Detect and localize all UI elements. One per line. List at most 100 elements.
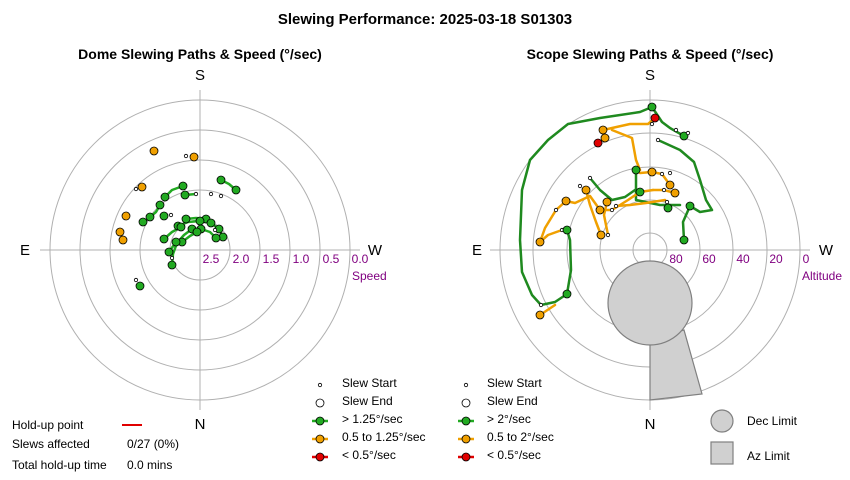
legend-slew-end-marker [461,398,471,408]
scope-point [577,183,583,189]
scope-point [553,207,559,213]
legend-slew-end-marker [315,398,325,408]
dec-limit-legend-label: Dec Limit [747,414,798,428]
dome-point [180,190,190,200]
scope-path [601,116,657,132]
limit-legend: Dec Limit Az Limit [710,409,798,465]
dome-point [138,217,148,227]
scope-panel: Scope Slewing Paths & Speed (°/sec) S N … [472,46,842,433]
scope-legend: Slew Start Slew End > 2°/sec 0.5 to 2°/s… [458,376,554,462]
scope-point [650,113,660,123]
dome-point [208,191,214,197]
holdup-point-label: Hold-up point [12,418,84,432]
scope-point [631,165,641,175]
dome-point [115,227,125,237]
scope-point [647,167,657,177]
scope-compass-e: E [472,242,482,259]
scope-path [584,188,603,237]
figure-title: Slewing Performance: 2025-03-18 S01303 [278,11,572,28]
scope-compass-w: W [819,242,834,259]
dome-tick-4: 0.5 [323,252,340,266]
dome-panel: Dome Slewing Paths & Speed (°/sec) S N E… [20,46,387,433]
scope-tick-4: 0 [803,252,810,266]
dome-legend-medium: 0.5 to 1.25°/sec [342,430,426,444]
scope-point [596,230,606,240]
dome-point [206,218,216,228]
legend-slew-start-marker [463,382,469,388]
dome-point [164,247,174,257]
scope-point [635,187,645,197]
dome-point [189,152,199,162]
scope-point [562,225,572,235]
dome-title: Dome Slewing Paths & Speed (°/sec) [78,46,322,62]
dome-compass-s: S [195,67,205,84]
scope-point [667,170,673,176]
dome-point [168,212,174,218]
legend-red-marker [461,452,471,462]
dome-legend-slew-end: Slew End [342,394,393,408]
dome-legend-slew-start: Slew Start [342,376,397,390]
dome-point [137,182,147,192]
dome-path [170,227,194,267]
scope-path [538,188,655,244]
scope-point [535,237,545,247]
scope-path [539,292,569,307]
dec-limit-legend-icon [710,409,734,433]
dome-point [159,234,169,244]
holdup-summary: Hold-up point Slews affected 0/27 (0%) T… [12,418,179,472]
scope-point [670,188,680,198]
dome-point [169,255,175,261]
scope-compass-n: N [645,416,656,433]
dome-point [167,260,177,270]
scope-path [565,228,573,296]
dome-points [115,146,241,291]
dome-point [159,211,169,221]
dome-point [181,214,191,224]
dome-point [135,281,145,291]
dome-point [160,192,170,202]
scope-tick-labels: 80 60 40 20 0 Altitude [669,252,842,283]
scope-tick-3: 20 [769,252,783,266]
scope-point [659,171,665,177]
scope-path [610,128,642,172]
slews-affected-value: 0/27 (0%) [127,437,179,451]
dome-point [171,237,181,247]
dome-point [193,191,199,197]
scope-point [562,289,572,299]
scope-radial-label: Altitude [802,269,842,283]
dome-point [212,227,218,233]
legend-slew-start-marker [317,382,323,388]
dome-radial-label: Speed [352,269,387,283]
scope-legend-slew-end: Slew End [487,394,538,408]
scope-point [605,232,611,238]
dome-point [216,175,226,185]
dome-compass-n: N [195,416,206,433]
scope-path [614,198,667,208]
dome-paths [148,178,238,267]
legend-green-marker [315,416,325,426]
dome-grid [40,90,360,410]
scope-point [673,127,679,133]
dome-point [133,186,139,192]
scope-point [598,125,608,135]
dome-legend-slow: < 0.5°/sec [342,448,396,462]
scope-point [685,130,691,136]
dome-point [149,146,159,156]
dome-point [121,211,131,221]
scope-point [663,203,673,213]
scope-point [593,138,603,148]
dome-point [176,222,186,232]
legend-orange-marker [461,434,471,444]
scope-point [561,196,571,206]
dome-legend-fast: > 1.25°/sec [342,412,403,426]
holdup-time-value: 0.0 mins [127,458,172,472]
scope-title: Scope Slewing Paths & Speed (°/sec) [527,46,774,62]
scope-point [649,121,655,127]
dome-point [192,227,202,237]
scope-path [656,138,714,214]
dome-point [183,153,189,159]
scope-point [613,203,619,209]
dec-limit-region [607,260,693,346]
scope-point [647,102,657,112]
dome-tick-1: 2.0 [233,252,250,266]
